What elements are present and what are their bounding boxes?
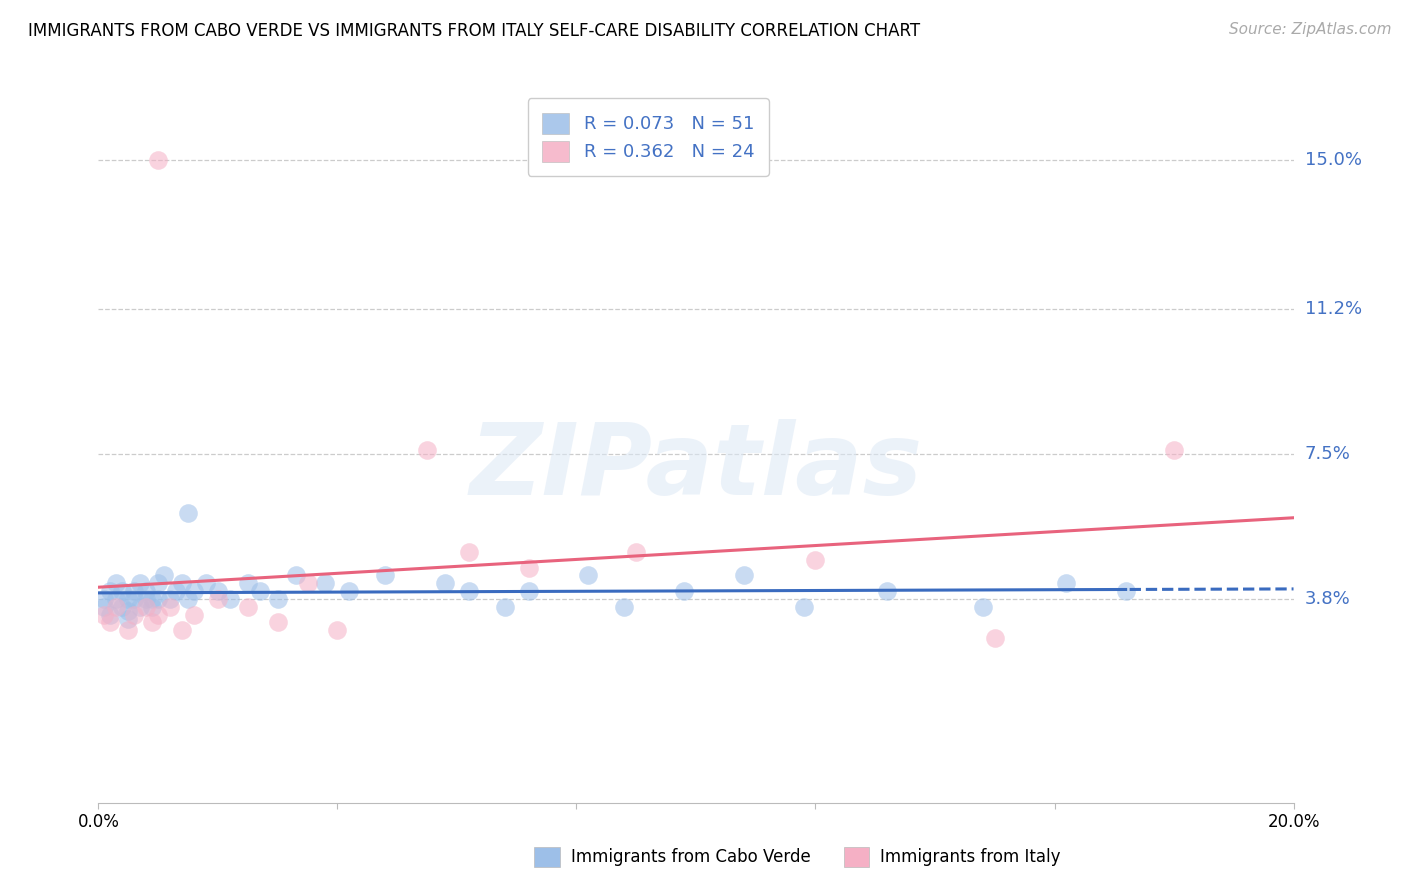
Point: [183, 607, 205, 622]
Text: Immigrants from Cabo Verde: Immigrants from Cabo Verde: [571, 848, 811, 866]
Point: [339, 584, 360, 599]
Point: [117, 591, 139, 606]
Point: [267, 591, 290, 606]
Point: [172, 624, 194, 638]
Point: [105, 576, 128, 591]
Text: 15.0%: 15.0%: [1305, 151, 1361, 169]
Point: [613, 599, 636, 614]
Point: [458, 584, 481, 599]
Point: [93, 591, 115, 606]
Point: [117, 624, 139, 638]
Point: [517, 584, 540, 599]
Text: Immigrants from Italy: Immigrants from Italy: [880, 848, 1060, 866]
Point: [578, 568, 600, 582]
Point: [129, 599, 152, 614]
Point: [673, 584, 696, 599]
Point: [141, 615, 163, 630]
Point: [183, 584, 205, 599]
Point: [135, 599, 157, 614]
Point: [111, 599, 134, 614]
Point: [236, 599, 259, 614]
Point: [804, 552, 827, 566]
Legend: R = 0.073   N = 51, R = 0.362   N = 24: R = 0.073 N = 51, R = 0.362 N = 24: [527, 98, 769, 176]
Text: ZIPatlas: ZIPatlas: [470, 419, 922, 516]
Point: [117, 611, 139, 625]
Text: 11.2%: 11.2%: [1305, 300, 1362, 318]
Point: [194, 576, 218, 591]
Point: [207, 584, 229, 599]
Point: [165, 584, 187, 599]
Point: [458, 545, 481, 559]
Point: [416, 442, 439, 457]
Point: [148, 153, 170, 167]
Point: [1163, 442, 1185, 457]
Point: [284, 568, 307, 582]
Point: [172, 576, 194, 591]
Point: [98, 584, 122, 599]
Point: [124, 607, 146, 622]
Text: Source: ZipAtlas.com: Source: ZipAtlas.com: [1229, 22, 1392, 37]
Point: [129, 576, 152, 591]
Point: [159, 591, 181, 606]
Point: [326, 624, 349, 638]
Point: [374, 568, 396, 582]
Point: [1115, 584, 1137, 599]
Point: [141, 591, 163, 606]
Point: [236, 576, 259, 591]
Point: [117, 604, 139, 618]
Text: IMMIGRANTS FROM CABO VERDE VS IMMIGRANTS FROM ITALY SELF-CARE DISABILITY CORRELA: IMMIGRANTS FROM CABO VERDE VS IMMIGRANTS…: [28, 22, 921, 40]
Point: [153, 568, 176, 582]
Point: [517, 560, 540, 574]
Point: [148, 607, 170, 622]
Point: [98, 615, 122, 630]
Point: [93, 599, 115, 614]
Point: [93, 607, 115, 622]
Point: [135, 591, 157, 606]
Point: [434, 576, 457, 591]
Point: [141, 599, 163, 614]
Point: [793, 599, 815, 614]
Point: [124, 591, 146, 606]
Point: [98, 607, 122, 622]
Point: [177, 591, 200, 606]
Point: [177, 506, 200, 520]
Point: [148, 576, 170, 591]
Point: [267, 615, 290, 630]
Text: 7.5%: 7.5%: [1305, 445, 1351, 463]
Point: [207, 591, 229, 606]
Point: [219, 591, 242, 606]
Point: [249, 584, 271, 599]
Point: [494, 599, 516, 614]
Point: [159, 599, 181, 614]
Point: [297, 576, 319, 591]
Point: [148, 591, 170, 606]
Point: [315, 576, 337, 591]
Point: [876, 584, 898, 599]
Point: [1054, 576, 1078, 591]
Point: [124, 584, 146, 599]
Point: [972, 599, 994, 614]
Point: [733, 568, 755, 582]
Point: [983, 631, 1005, 645]
Point: [111, 584, 134, 599]
Text: 3.8%: 3.8%: [1305, 590, 1350, 608]
Point: [135, 584, 157, 599]
Point: [105, 599, 128, 614]
Point: [624, 545, 647, 559]
Point: [105, 591, 128, 606]
